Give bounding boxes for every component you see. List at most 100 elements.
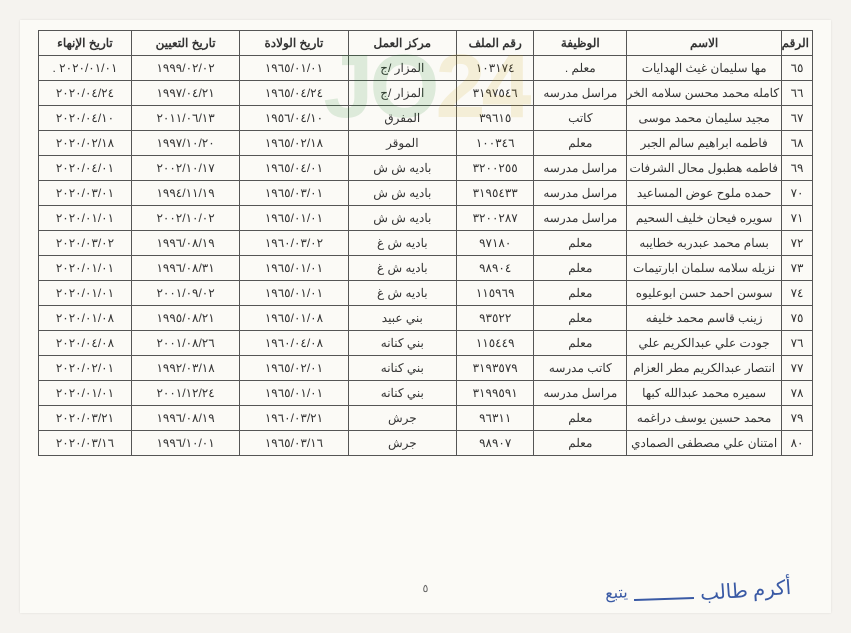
cell-name: محمد حسين يوسف دراغمه bbox=[627, 406, 782, 431]
table-row: ٧٣نزيله سلامه سلمان ابارتيماتمعلم٩٨٩٠٤با… bbox=[39, 256, 813, 281]
cell-file: ١٠٣١٧٤ bbox=[456, 56, 533, 81]
cell-no: ٧٣ bbox=[782, 256, 813, 281]
cell-file: ٣٢٠٠٢٨٧ bbox=[456, 206, 533, 231]
cell-center: باديه ش غ bbox=[348, 256, 456, 281]
table-row: ٦٨فاطمه ابراهيم سالم الجبرمعلم١٠٠٣٤٦المو… bbox=[39, 131, 813, 156]
cell-dob: ١٩٦٥/٠١/٠١ bbox=[240, 281, 348, 306]
table-row: ٦٩فاطمه هطبول محال الشرفاتمراسل مدرسه٣٢٠… bbox=[39, 156, 813, 181]
cell-no: ٦٧ bbox=[782, 106, 813, 131]
cell-center: المزار /ج bbox=[348, 81, 456, 106]
cell-dob: ١٩٦٥/٠٢/١٨ bbox=[240, 131, 348, 156]
cell-center: بني عبيد bbox=[348, 306, 456, 331]
cell-end: ٢٠٢٠/٠٣/٢١ bbox=[39, 406, 132, 431]
cell-dob: ١٩٦٥/٠٤/٠١ bbox=[240, 156, 348, 181]
cell-end: ٢٠٢٠/٠١/٠١ bbox=[39, 256, 132, 281]
cell-name: فاطمه ابراهيم سالم الجبر bbox=[627, 131, 782, 156]
table-row: ٦٧مجيد سليمان محمد موسىكاتب٣٩٦١٥المفرق١٩… bbox=[39, 106, 813, 131]
signature-area: أكرم طالب يتبع bbox=[605, 578, 791, 603]
cell-name: بسام محمد عبدربه خطايبه bbox=[627, 231, 782, 256]
cell-file: ١١٥٩٦٩ bbox=[456, 281, 533, 306]
cell-job: كاتب مدرسه bbox=[534, 356, 627, 381]
table-row: ٨٠امتنان علي مصطفى الصماديمعلم٩٨٩٠٧جرش١٩… bbox=[39, 431, 813, 456]
col-job: الوظيفة bbox=[534, 31, 627, 56]
cell-job: مراسل مدرسه bbox=[534, 181, 627, 206]
cell-end: ٢٠٢٠/٠١/٠٨ bbox=[39, 306, 132, 331]
cell-hire: ١٩٩٢/٠٣/١٨ bbox=[131, 356, 239, 381]
table-header: الرقمالاسمالوظيفةرقم الملفمركز العملتاري… bbox=[39, 31, 813, 56]
table-body: ٦٥مها سليمان غيث الهداياتمعلم .١٠٣١٧٤الم… bbox=[39, 56, 813, 456]
cell-end: ٢٠٢٠/٠٤/٠١ bbox=[39, 156, 132, 181]
cell-file: ٩٨٩٠٧ bbox=[456, 431, 533, 456]
cell-center: الموقر bbox=[348, 131, 456, 156]
cell-file: ٩٣٥٢٢ bbox=[456, 306, 533, 331]
cell-job: معلم bbox=[534, 231, 627, 256]
cell-name: كامله محمد محسن سلامه الخرشه bbox=[627, 81, 782, 106]
cell-job: معلم bbox=[534, 281, 627, 306]
cell-center: باديه ش ش bbox=[348, 206, 456, 231]
cell-end: ٢٠٢٠/٠١/٠١ . bbox=[39, 56, 132, 81]
cell-name: سميره محمد عبدالله كبها bbox=[627, 381, 782, 406]
col-file: رقم الملف bbox=[456, 31, 533, 56]
cell-job: مراسل مدرسه bbox=[534, 206, 627, 231]
cell-file: ٣١٩٧٥٤٦ bbox=[456, 81, 533, 106]
table-row: ٧٥زينب قاسم محمد خليفهمعلم٩٣٥٢٢بني عبيد١… bbox=[39, 306, 813, 331]
cell-center: باديه ش ش bbox=[348, 156, 456, 181]
cell-end: ٢٠٢٠/٠٢/١٨ bbox=[39, 131, 132, 156]
table-row: ٧٧انتصار عبدالكريم مطر العزامكاتب مدرسه٣… bbox=[39, 356, 813, 381]
cell-file: ٩٧١٨٠ bbox=[456, 231, 533, 256]
col-end: تاريخ الإنهاء bbox=[39, 31, 132, 56]
cell-no: ٧٠ bbox=[782, 181, 813, 206]
cell-dob: ١٩٦٥/٠١/٠١ bbox=[240, 256, 348, 281]
cell-no: ٨٠ bbox=[782, 431, 813, 456]
col-no: الرقم bbox=[782, 31, 813, 56]
cell-center: باديه ش غ bbox=[348, 231, 456, 256]
cell-hire: ١٩٩٦/٠٨/١٩ bbox=[131, 231, 239, 256]
cell-no: ٧٩ bbox=[782, 406, 813, 431]
cell-end: ٢٠٢٠/٠٣/١٦ bbox=[39, 431, 132, 456]
cell-dob: ١٩٦٠/٠٣/٠٢ bbox=[240, 231, 348, 256]
cell-no: ٦٨ bbox=[782, 131, 813, 156]
cell-job: معلم bbox=[534, 131, 627, 156]
cell-center: بني كنانه bbox=[348, 356, 456, 381]
col-hire: تاريخ التعيين bbox=[131, 31, 239, 56]
cell-no: ٧٤ bbox=[782, 281, 813, 306]
cell-hire: ٢٠٠١/١٢/٢٤ bbox=[131, 381, 239, 406]
cell-file: ٩٦٣١١ bbox=[456, 406, 533, 431]
cell-file: ٩٨٩٠٤ bbox=[456, 256, 533, 281]
col-dob: تاريخ الولادة bbox=[240, 31, 348, 56]
cell-no: ٧٥ bbox=[782, 306, 813, 331]
cell-hire: ١٩٩٦/٠٨/٣١ bbox=[131, 256, 239, 281]
cell-file: ٣٢٠٠٢٥٥ bbox=[456, 156, 533, 181]
col-name: الاسم bbox=[627, 31, 782, 56]
cell-file: ٣١٩٥٤٣٣ bbox=[456, 181, 533, 206]
cell-end: ٢٠٢٠/٠١/٠١ bbox=[39, 206, 132, 231]
cell-job: معلم bbox=[534, 331, 627, 356]
cell-hire: ٢٠١١/٠٦/١٣ bbox=[131, 106, 239, 131]
cell-end: ٢٠٢٠/٠٤/١٠ bbox=[39, 106, 132, 131]
cell-dob: ١٩٥٦/٠٤/١٠ bbox=[240, 106, 348, 131]
cell-dob: ١٩٦٥/٠١/٠١ bbox=[240, 56, 348, 81]
table-row: ٧٩محمد حسين يوسف دراغمهمعلم٩٦٣١١جرش١٩٦٠/… bbox=[39, 406, 813, 431]
page-number: ٥ bbox=[423, 582, 429, 595]
cell-hire: ١٩٩٦/١٠/٠١ bbox=[131, 431, 239, 456]
cell-no: ٧١ bbox=[782, 206, 813, 231]
cell-dob: ١٩٦٥/٠٣/٠١ bbox=[240, 181, 348, 206]
cell-no: ٧٧ bbox=[782, 356, 813, 381]
cell-end: ٢٠٢٠/٠٢/٠١ bbox=[39, 356, 132, 381]
cell-dob: ١٩٦٥/٠١/٠١ bbox=[240, 381, 348, 406]
cell-no: ٧٨ bbox=[782, 381, 813, 406]
cell-no: ٧٦ bbox=[782, 331, 813, 356]
cell-name: نزيله سلامه سلمان ابارتيمات bbox=[627, 256, 782, 281]
cell-hire: ٢٠٠٢/١٠/١٧ bbox=[131, 156, 239, 181]
cell-job: معلم bbox=[534, 406, 627, 431]
cell-hire: ٢٠٠٢/١٠/٠٢ bbox=[131, 206, 239, 231]
cell-hire: ١٩٩٥/٠٨/٢١ bbox=[131, 306, 239, 331]
cell-file: ١٠٠٣٤٦ bbox=[456, 131, 533, 156]
cell-job: مراسل مدرسه bbox=[534, 381, 627, 406]
cell-hire: ١٩٩٧/١٠/٢٠ bbox=[131, 131, 239, 156]
table-row: ٧٠حمده ملوح عوض المساعيدمراسل مدرسه٣١٩٥٤… bbox=[39, 181, 813, 206]
cell-name: امتنان علي مصطفى الصمادي bbox=[627, 431, 782, 456]
signature-underline bbox=[634, 597, 694, 601]
cell-name: حمده ملوح عوض المساعيد bbox=[627, 181, 782, 206]
cell-name: فاطمه هطبول محال الشرفات bbox=[627, 156, 782, 181]
